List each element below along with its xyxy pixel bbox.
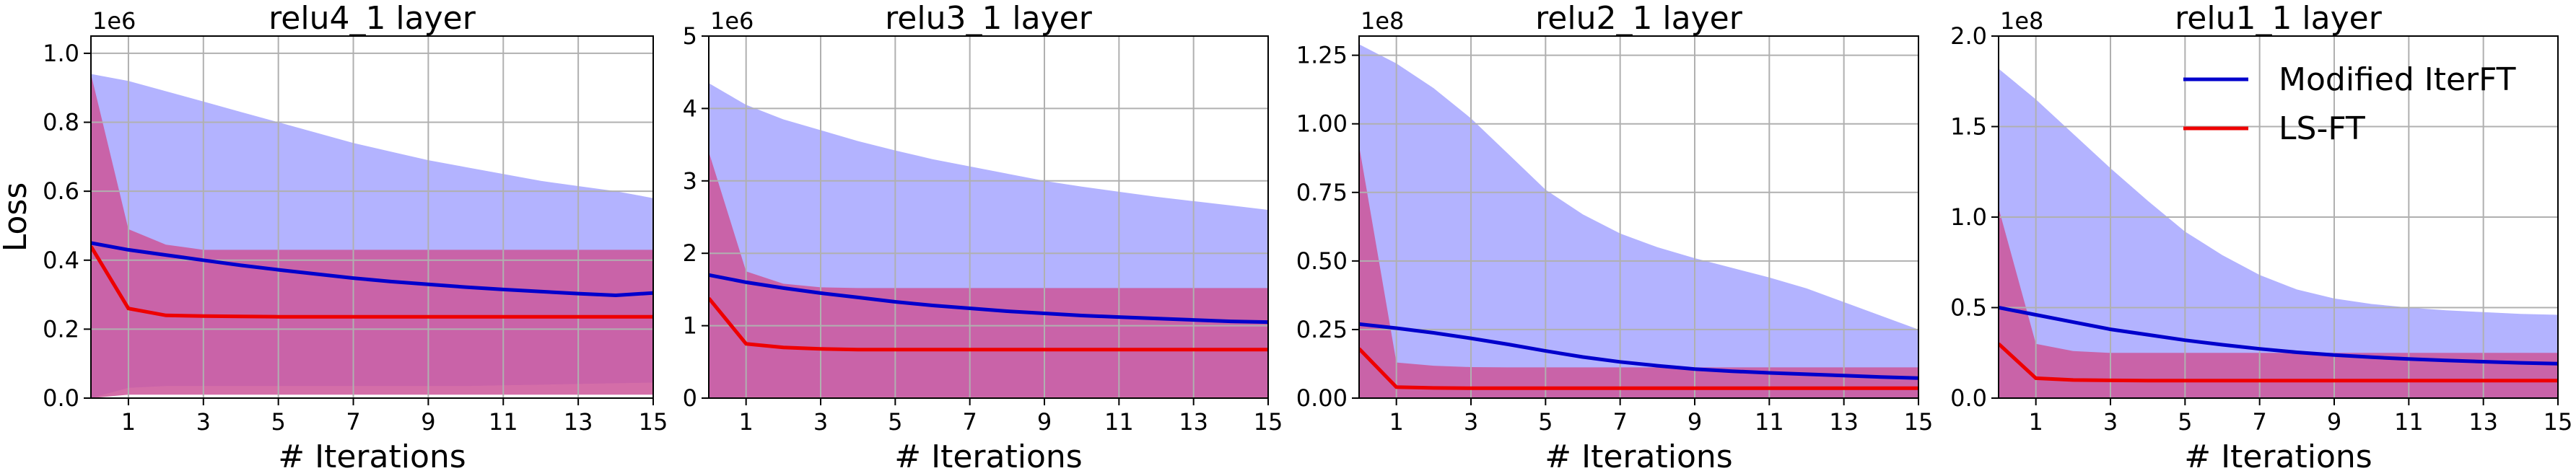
chart-title: relu2_1 layer	[1535, 0, 1743, 37]
x-tick-label: 15	[639, 408, 668, 436]
y-tick-label: 0.50	[1296, 247, 1348, 275]
y-tick-label: 2.0	[1950, 22, 1987, 50]
x-tick-label: 5	[1538, 408, 1553, 436]
x-tick-label: 1	[738, 408, 753, 436]
chart-title: relu3_1 layer	[885, 0, 1093, 37]
x-tick-label: 9	[2327, 408, 2341, 436]
axes-frame	[708, 35, 1269, 399]
x-tick-label: 5	[888, 408, 902, 436]
axis-scale-label: 1e6	[710, 7, 754, 35]
x-tick-label: 15	[1254, 408, 1283, 436]
y-tick-label: 0.75	[1296, 179, 1348, 206]
x-tick-label: 7	[962, 408, 977, 436]
x-tick-label: 3	[196, 408, 211, 436]
x-tick-label: 1	[121, 408, 136, 436]
y-tick-label: 0	[683, 384, 697, 412]
series-line-ls-ft	[1359, 347, 1918, 390]
band-modified-iterft	[1359, 44, 1918, 398]
x-tick-label: 15	[2544, 408, 2573, 436]
y-tick-label: 2	[683, 239, 697, 267]
x-tick-label: 5	[271, 408, 285, 436]
y-tick-label: 1.0	[1950, 203, 1987, 231]
series-line-ls-ft	[1999, 342, 2558, 383]
band-ls-ft	[709, 151, 1268, 398]
y-tick-label: 0.2	[43, 315, 79, 343]
axes-frame	[1358, 35, 1919, 399]
x-tick-label: 3	[1464, 408, 1478, 436]
axis-scale-label: 1e8	[1361, 7, 1404, 35]
x-axis-label: # Iterations	[2184, 438, 2372, 475]
series-line-ls-ft	[709, 296, 1268, 352]
axis-scale-label: 1e8	[2000, 7, 2043, 35]
x-tick-label: 15	[1904, 408, 1934, 436]
x-axis-label: # Iterations	[1545, 438, 1732, 475]
y-axis-label: Loss	[0, 182, 34, 252]
axis-scale-label: 1e6	[92, 7, 136, 35]
x-tick-label: 3	[2103, 408, 2118, 436]
legend: Modified IterFT LS-FT	[2183, 61, 2516, 147]
series-line-modified-iterft	[709, 273, 1268, 325]
x-tick-label: 1	[2028, 408, 2043, 436]
y-tick-label: 1.0	[43, 40, 79, 67]
y-tick-label: 0.5	[1950, 294, 1987, 322]
x-tick-label: 11	[489, 408, 518, 436]
series-line-ls-ft	[91, 245, 653, 319]
x-tick-label: 3	[813, 408, 828, 436]
y-tick-label: 1.25	[1296, 42, 1348, 69]
x-tick-label: 7	[1612, 408, 1627, 436]
y-tick-label: 3	[683, 167, 697, 195]
y-tick-label: 0.8	[43, 109, 79, 136]
x-tick-label: 9	[1037, 408, 1052, 436]
band-modified-iterft	[1999, 69, 2558, 398]
x-tick-label: 5	[2178, 408, 2192, 436]
y-tick-label: 1.5	[1950, 113, 1987, 141]
series-line-modified-iterft	[1359, 322, 1918, 380]
y-tick-label: 0.0	[43, 384, 79, 412]
x-tick-label: 13	[1829, 408, 1859, 436]
y-tick-label: 0.00	[1296, 384, 1348, 412]
y-tick-label: 1	[683, 312, 697, 340]
legend-label-modified-iterft: Modified IterFT	[2279, 61, 2516, 98]
y-tick-label: 0.0	[1950, 384, 1987, 412]
y-tick-label: 0.4	[43, 247, 79, 274]
x-tick-label: 9	[421, 408, 435, 436]
x-tick-label: 11	[1755, 408, 1784, 436]
x-axis-label: # Iterations	[278, 438, 466, 475]
x-tick-label: 9	[1688, 408, 1702, 436]
y-tick-label: 1.00	[1296, 110, 1348, 138]
y-tick-label: 0.6	[43, 177, 79, 205]
y-tick-label: 0.25	[1296, 316, 1348, 343]
series-line-modified-iterft	[1999, 306, 2558, 366]
x-tick-label: 11	[2394, 408, 2424, 436]
x-axis-label: # Iterations	[894, 438, 1082, 475]
chart-title: relu4_1 layer	[268, 0, 476, 37]
x-tick-label: 13	[564, 408, 593, 436]
x-tick-label: 11	[1104, 408, 1134, 436]
y-tick-label: 4	[683, 94, 697, 122]
axes-frame	[90, 35, 654, 399]
x-tick-label: 13	[2468, 408, 2498, 436]
y-tick-label: 5	[683, 22, 697, 50]
band-ls-ft	[1359, 146, 1918, 398]
x-tick-label: 13	[1179, 408, 1208, 436]
chart-title: relu1_1 layer	[2175, 0, 2383, 37]
legend-label-ls-ft: LS-FT	[2279, 110, 2365, 147]
x-tick-label: 7	[346, 408, 360, 436]
x-tick-label: 1	[1389, 408, 1403, 436]
series-line-modified-iterft	[91, 241, 653, 298]
x-tick-label: 7	[2252, 408, 2266, 436]
